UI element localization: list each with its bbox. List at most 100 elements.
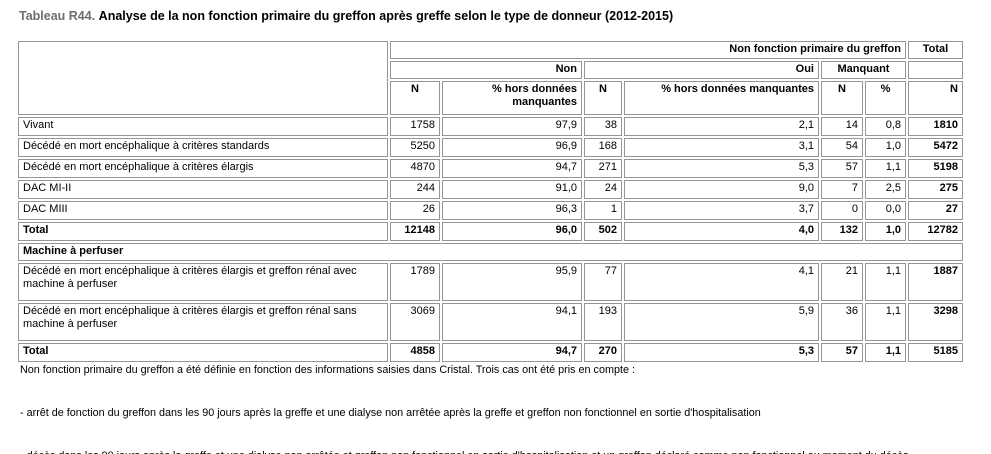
cell-manquant-n: 7 [821, 180, 863, 199]
cell-total-n: 275 [908, 180, 963, 199]
cell-manquant-pct: 1,1 [865, 263, 906, 301]
cell-manquant-pct: 1,0 [865, 222, 906, 241]
cell-oui-pct: 5,3 [624, 343, 819, 362]
cell-non-n: 12148 [390, 222, 440, 241]
cell-oui-n: 193 [584, 303, 622, 341]
cell-total-n: 1810 [908, 117, 963, 136]
cell-non-pct: 94,7 [442, 159, 582, 178]
cell-non-n: 5250 [390, 138, 440, 157]
header-total-n: N [908, 81, 963, 115]
cell-non-n: 4858 [390, 343, 440, 362]
cell-manquant-n: 0 [821, 201, 863, 220]
table-row: DAC MIII 26 96,3 1 3,7 0 0,0 27 [18, 201, 963, 220]
cell-oui-pct: 2,1 [624, 117, 819, 136]
header-oui-pct: % hors données manquantes [624, 81, 819, 115]
footnote-line: Non fonction primaire du greffon a été d… [20, 363, 635, 376]
header-row-3: N % hors données manquantes N % hors don… [18, 81, 963, 115]
footnote-line: - arrêt de fonction du greffon dans les … [20, 407, 761, 420]
cell-non-n: 1789 [390, 263, 440, 301]
cell-manquant-n: 132 [821, 222, 863, 241]
cell-total-n: 27 [908, 201, 963, 220]
table-row: Décédé en mort encéphalique à critères é… [18, 263, 963, 301]
cell-oui-n: 271 [584, 159, 622, 178]
cell-oui-pct: 4,0 [624, 222, 819, 241]
header-total: Total [908, 41, 963, 59]
row-label: Décédé en mort encéphalique à critères é… [18, 303, 388, 341]
header-row-2: Non Oui Manquant [18, 61, 963, 79]
cell-oui-n: 502 [584, 222, 622, 241]
table-row: Vivant 1758 97,9 38 2,1 14 0,8 1810 [18, 117, 963, 136]
cell-total-n: 1887 [908, 263, 963, 301]
cell-non-n: 244 [390, 180, 440, 199]
cell-manquant-n: 36 [821, 303, 863, 341]
section-row: Machine à perfuser [18, 243, 963, 261]
header-empty-corner [18, 41, 388, 115]
cell-manquant-n: 21 [821, 263, 863, 301]
footnotes: Non fonction primaire du greffon a été d… [20, 334, 909, 454]
row-label: DAC MI-II [18, 180, 388, 199]
header-non-pct: % hors données manquantes [442, 81, 582, 115]
cell-manquant-pct: 1,0 [865, 138, 906, 157]
cell-non-pct: 96,0 [442, 222, 582, 241]
data-table: Non fonction primaire du greffon Total N… [16, 39, 965, 364]
cell-manquant-pct: 1,1 [865, 159, 906, 178]
header-non: Non [390, 61, 582, 79]
cell-manquant-pct: 0,8 [865, 117, 906, 136]
cell-manquant-n: 54 [821, 138, 863, 157]
header-row-1: Non fonction primaire du greffon Total [18, 41, 963, 115]
table-number: Tableau R44. [19, 9, 96, 23]
cell-oui-n: 1 [584, 201, 622, 220]
cell-total-n: 5198 [908, 159, 963, 178]
cell-oui-n: 24 [584, 180, 622, 199]
cell-non-pct: 91,0 [442, 180, 582, 199]
cell-oui-pct: 5,9 [624, 303, 819, 341]
row-label: Décédé en mort encéphalique à critères s… [18, 138, 388, 157]
table-row: Décédé en mort encéphalique à critères s… [18, 138, 963, 157]
row-label: Total [18, 343, 388, 362]
cell-total-n: 3298 [908, 303, 963, 341]
header-oui-n: N [584, 81, 622, 115]
header-group-title: Non fonction primaire du greffon [390, 41, 906, 59]
cell-manquant-n: 57 [821, 343, 863, 362]
row-label: Vivant [18, 117, 388, 136]
header-manquant: Manquant [821, 61, 906, 79]
cell-oui-pct: 9,0 [624, 180, 819, 199]
footnote-line: - décès dans les 90 jours après la greff… [20, 449, 909, 454]
cell-manquant-pct: 2,5 [865, 180, 906, 199]
cell-total-n: 12782 [908, 222, 963, 241]
row-label: Total [18, 222, 388, 241]
cell-oui-pct: 3,7 [624, 201, 819, 220]
table-total-row: Total 12148 96,0 502 4,0 132 1,0 12782 [18, 222, 963, 241]
cell-manquant-pct: 1,1 [865, 343, 906, 362]
cell-oui-n: 38 [584, 117, 622, 136]
cell-oui-n: 168 [584, 138, 622, 157]
row-label: DAC MIII [18, 201, 388, 220]
cell-total-n: 5472 [908, 138, 963, 157]
row-label: Décédé en mort encéphalique à critères é… [18, 159, 388, 178]
cell-non-pct: 97,9 [442, 117, 582, 136]
table-total-row: Total 4858 94,7 270 5,3 57 1,1 5185 [18, 343, 963, 362]
table-row: DAC MI-II 244 91,0 24 9,0 7 2,5 275 [18, 180, 963, 199]
cell-non-n: 1758 [390, 117, 440, 136]
cell-manquant-n: 57 [821, 159, 863, 178]
cell-non-pct: 94,7 [442, 343, 582, 362]
cell-non-n: 4870 [390, 159, 440, 178]
cell-oui-n: 270 [584, 343, 622, 362]
cell-non-n: 26 [390, 201, 440, 220]
header-oui: Oui [584, 61, 819, 79]
header-manquant-n: N [821, 81, 863, 115]
header-non-n: N [390, 81, 440, 115]
row-label: Décédé en mort encéphalique à critères é… [18, 263, 388, 301]
cell-manquant-pct: 0,0 [865, 201, 906, 220]
table-title-text: Analyse de la non fonction primaire du g… [98, 9, 674, 23]
cell-manquant-n: 14 [821, 117, 863, 136]
section-label: Machine à perfuser [18, 243, 963, 261]
page-title: Tableau R44. Analyse de la non fonction … [19, 9, 673, 23]
cell-oui-n: 77 [584, 263, 622, 301]
table-row: Décédé en mort encéphalique à critères é… [18, 303, 963, 341]
header-total-spacer [908, 61, 963, 79]
cell-oui-pct: 5,3 [624, 159, 819, 178]
cell-non-n: 3069 [390, 303, 440, 341]
cell-non-pct: 95,9 [442, 263, 582, 301]
